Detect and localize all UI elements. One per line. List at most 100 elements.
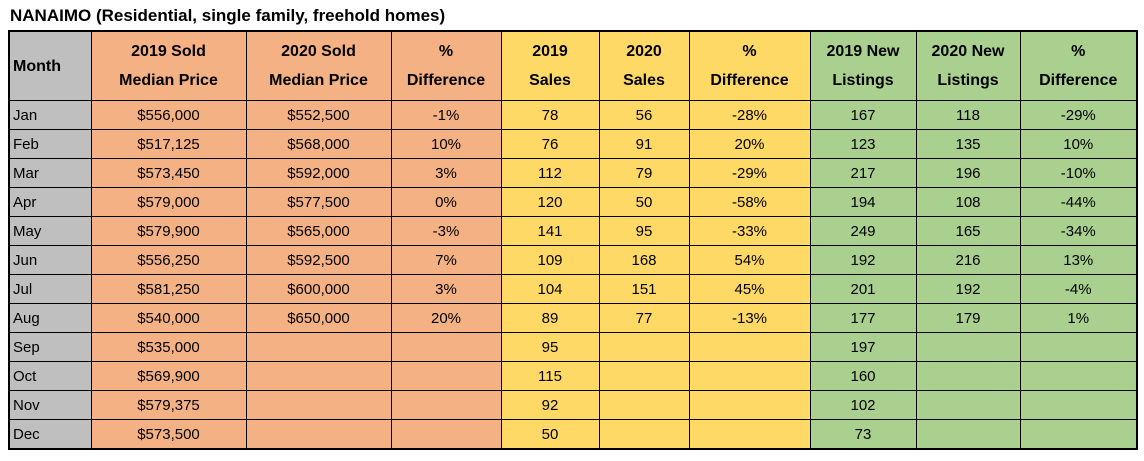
- cell-sales2020: 95: [598, 216, 690, 246]
- cell-sales2019: 92: [500, 390, 600, 420]
- table-row: Sep $535,000 95 197: [8, 332, 1138, 362]
- cell-month: May: [8, 216, 92, 246]
- cell-salesDiff: -29%: [688, 158, 811, 188]
- cell-sales2019: 76: [500, 129, 600, 159]
- cell-priceDiff: 7%: [390, 245, 502, 275]
- column-header-listings2019: 2019 New Listings: [809, 30, 917, 101]
- table-head: Month 2019 Sold Median Price 2020 Sold Media…: [8, 30, 1138, 101]
- cell-listingsDiff: -44%: [1019, 187, 1138, 217]
- cell-price2019: $517,125: [90, 129, 247, 159]
- table-row: Jan $556,000 $552,500 -1% 78 56 -28% 167 118 -29%: [8, 100, 1138, 130]
- cell-price2020: [245, 361, 392, 391]
- cell-listings2019: 194: [809, 187, 917, 217]
- cell-salesDiff: -33%: [688, 216, 811, 246]
- cell-salesDiff: [688, 419, 811, 450]
- cell-salesDiff: 45%: [688, 274, 811, 304]
- table-row: Jun $556,250 $592,500 7% 109 168 54% 192 216 13%: [8, 245, 1138, 275]
- column-header-line: Listings: [832, 72, 894, 89]
- cell-price2019: $556,000: [90, 100, 247, 130]
- cell-price2020: [245, 390, 392, 420]
- cell-listingsDiff: [1019, 419, 1138, 450]
- cell-price2020: $592,500: [245, 245, 392, 275]
- cell-salesDiff: -13%: [688, 303, 811, 333]
- column-header-line: Sales: [529, 72, 571, 89]
- cell-listingsDiff: 1%: [1019, 303, 1138, 333]
- cell-month: Jul: [8, 274, 92, 304]
- column-header-line: %: [1071, 43, 1086, 60]
- cell-price2019: $579,900: [90, 216, 247, 246]
- cell-listings2020: 196: [915, 158, 1021, 188]
- cell-sales2019: 120: [500, 187, 600, 217]
- cell-sales2019: 109: [500, 245, 600, 275]
- cell-priceDiff: [390, 390, 502, 420]
- cell-listingsDiff: -10%: [1019, 158, 1138, 188]
- cell-price2020: [245, 419, 392, 450]
- column-header-line: Listings: [937, 72, 999, 89]
- cell-price2019: $579,000: [90, 187, 247, 217]
- cell-month: Oct: [8, 361, 92, 391]
- cell-listings2020: 216: [915, 245, 1021, 275]
- cell-priceDiff: 10%: [390, 129, 502, 159]
- cell-listingsDiff: [1019, 332, 1138, 362]
- column-header-line: Sales: [623, 72, 665, 89]
- cell-month: Jun: [8, 245, 92, 275]
- column-header-line: 2020 New: [931, 43, 1005, 60]
- cell-price2019: $573,500: [90, 419, 247, 450]
- cell-listingsDiff: 13%: [1019, 245, 1138, 275]
- cell-month: Aug: [8, 303, 92, 333]
- cell-sales2019: 104: [500, 274, 600, 304]
- column-header-line: 2019: [532, 43, 568, 60]
- cell-sales2020: [598, 419, 690, 450]
- cell-listings2020: [915, 361, 1021, 391]
- cell-price2020: $650,000: [245, 303, 392, 333]
- cell-listings2020: [915, 390, 1021, 420]
- column-header-line: Difference: [710, 72, 789, 89]
- cell-price2019: $579,375: [90, 390, 247, 420]
- column-header-line: %: [742, 43, 757, 60]
- cell-month: Jan: [8, 100, 92, 130]
- cell-price2020: $552,500: [245, 100, 392, 130]
- column-header-line: 2019 New: [826, 43, 900, 60]
- table-row: Oct $569,900 115 160: [8, 361, 1138, 391]
- table-row: May $579,900 $565,000 -3% 141 95 -33% 249 165 -34…: [8, 216, 1138, 246]
- column-header-line: Month: [13, 57, 61, 75]
- cell-listings2019: 177: [809, 303, 917, 333]
- cell-listingsDiff: [1019, 390, 1138, 420]
- column-header-sales2020: 2020 Sales: [598, 30, 690, 101]
- table-row: Feb $517,125 $568,000 10% 76 91 20% 123 135 10%: [8, 129, 1138, 159]
- cell-month: Mar: [8, 158, 92, 188]
- cell-listings2019: 192: [809, 245, 917, 275]
- cell-price2019: $569,900: [90, 361, 247, 391]
- cell-priceDiff: 3%: [390, 158, 502, 188]
- cell-listings2019: 197: [809, 332, 917, 362]
- cell-sales2020: [598, 390, 690, 420]
- cell-salesDiff: 54%: [688, 245, 811, 275]
- cell-sales2019: 78: [500, 100, 600, 130]
- cell-listings2020: [915, 332, 1021, 362]
- cell-priceDiff: [390, 361, 502, 391]
- cell-listings2020: 165: [915, 216, 1021, 246]
- cell-listings2019: 167: [809, 100, 917, 130]
- cell-sales2020: 151: [598, 274, 690, 304]
- page-title: NANAIMO (Residential, single family, fre…: [10, 6, 446, 25]
- cell-salesDiff: -28%: [688, 100, 811, 130]
- cell-listings2019: 102: [809, 390, 917, 420]
- cell-listings2019: 217: [809, 158, 917, 188]
- cell-sales2020: [598, 361, 690, 391]
- column-header-price2020: 2020 Sold Median Price: [245, 30, 392, 101]
- cell-price2020: $565,000: [245, 216, 392, 246]
- cell-sales2020: [598, 332, 690, 362]
- cell-sales2019: 50: [500, 419, 600, 450]
- table-row: Aug $540,000 $650,000 20% 89 77 -13% 177 179 1%: [8, 303, 1138, 333]
- cell-priceDiff: [390, 332, 502, 362]
- cell-listings2019: 160: [809, 361, 917, 391]
- cell-month: Nov: [8, 390, 92, 420]
- column-header-listingsDiff: % Difference: [1019, 30, 1138, 101]
- cell-price2019: $540,000: [90, 303, 247, 333]
- column-header-line: Median Price: [269, 72, 368, 89]
- column-header-line: Difference: [406, 72, 486, 89]
- cell-price2019: $556,250: [90, 245, 247, 275]
- column-header-priceDiff: % Difference: [390, 30, 502, 101]
- cell-listingsDiff: -4%: [1019, 274, 1138, 304]
- cell-priceDiff: 20%: [390, 303, 502, 333]
